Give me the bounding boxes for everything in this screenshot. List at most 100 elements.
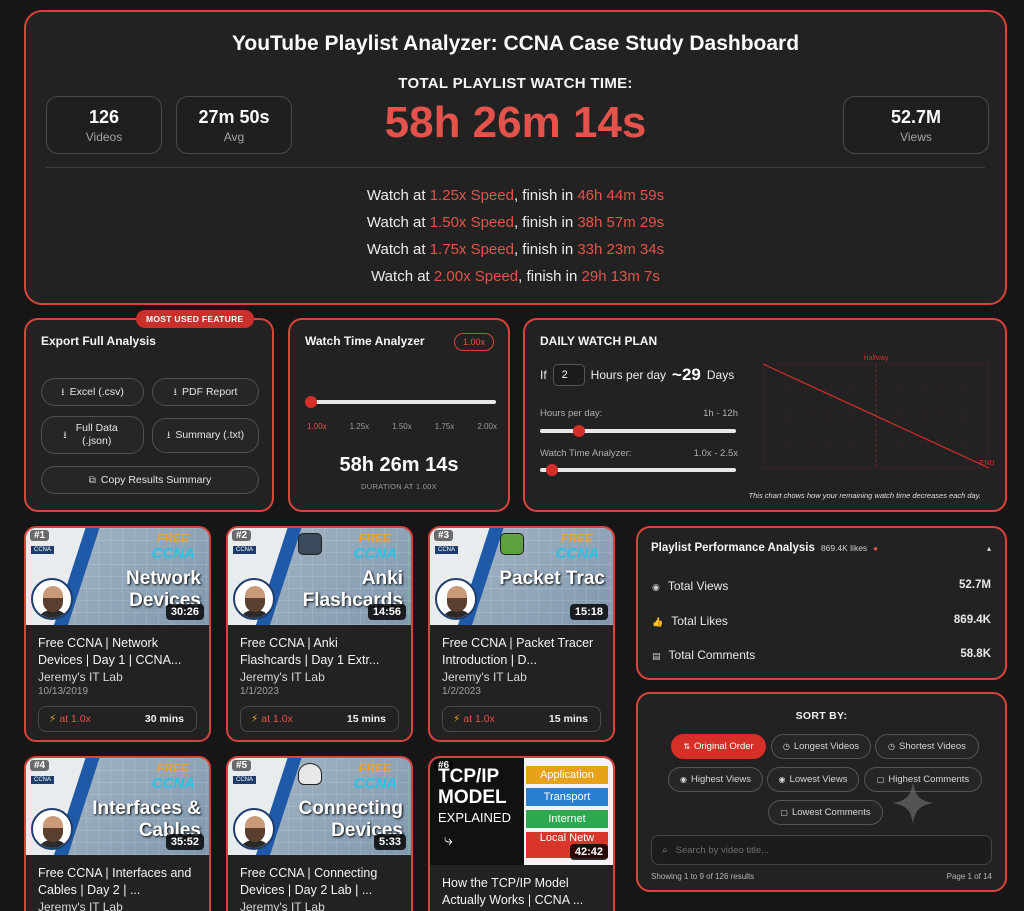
sort-card: SORT BY: ⇅ Original Order ◷ Longest Videos… (636, 692, 1007, 892)
video-title[interactable]: Free CCNA | Network Devices | Day 1 | CC… (38, 636, 182, 667)
plan-speed-slider-handle[interactable] (545, 464, 558, 476)
video-duration: 30:26 (165, 604, 204, 620)
hours-per-day-input[interactable]: 2 (552, 364, 585, 386)
video-card[interactable]: #2 CCNA FREE CCNA Anki Flashcards 14:56 … (226, 526, 413, 742)
avatar (233, 578, 275, 620)
export-pdf-button[interactable]: ⭳ PDF Report (152, 378, 259, 406)
ccna-tag: CCNA (435, 546, 459, 554)
avatar (435, 578, 477, 620)
views-stat: 52.7M Views (843, 96, 989, 154)
results-count: Showing 1 to 9 of 126 results (651, 872, 755, 881)
video-thumbnail[interactable]: #1 CCNA FREE CCNA Network Devices 30:26 (26, 528, 209, 625)
avatar (31, 578, 73, 620)
collapse-caret-icon[interactable]: ▴ (986, 543, 991, 553)
video-date: 10/13/2019 (38, 686, 89, 697)
avg-duration: 27m 50s (198, 107, 270, 127)
export-title: Export Full Analysis (41, 334, 156, 348)
layer-transport: Transport (526, 788, 608, 806)
video-watch-info: ⚡ at 1.0x 15 mins (240, 706, 399, 732)
eye-icon: ◉ (679, 775, 687, 784)
video-minutes: 15 mins (548, 713, 588, 725)
video-rank: #5 (232, 760, 252, 771)
hours-slider[interactable] (540, 429, 736, 433)
end-label: END (980, 460, 995, 467)
video-thumbnail[interactable]: #3 CCNA FREE CCNA Packet Trac 15:18 (430, 528, 613, 625)
videos-count: 126 (88, 107, 120, 127)
watch-time-analyzer-card: Watch Time Analyzer 1.00x 1.00x 1.25x 1.… (288, 318, 510, 512)
thumb-free-text: FREE (156, 761, 189, 775)
thumb-ccna-text: CCNA (151, 775, 195, 792)
video-card[interactable]: #1 CCNA FREE CCNA Network Devices 30:26 … (24, 526, 211, 742)
tick-label: 1.00x (307, 422, 327, 431)
performance-header[interactable]: Playlist Performance Analysis 869.4K lik… (651, 542, 991, 554)
thumb-title: TCP/IP MODEL (438, 766, 507, 808)
results-footer: Showing 1 to 9 of 126 results Page 1 of … (651, 872, 992, 881)
video-thumbnail[interactable]: #6 TCP/IP MODEL EXPLAINED ⤷ Application … (430, 758, 613, 865)
analyzer-title: Watch Time Analyzer (305, 334, 425, 348)
speed-tick-labels: 1.00x 1.25x 1.50x 1.75x 2.00x (307, 422, 497, 431)
copy-results-button[interactable]: ⧉ Copy Results Summary (41, 466, 259, 494)
export-json-button[interactable]: ⭳ Full Data (.json) (41, 416, 144, 454)
thumb-free-text: FREE (560, 531, 593, 545)
video-title[interactable]: How the TCP/IP Model Actually Works | CC… (442, 876, 584, 907)
download-icon: ⭳ (63, 429, 67, 441)
speed-line: Watch at 1.75x Speed, finish in 33h 23m … (366, 241, 665, 258)
sort-lowest-views[interactable]: ◉ Lowest Views (767, 767, 859, 792)
search-box[interactable]: ⌕ (651, 835, 992, 865)
video-rank: #4 (30, 760, 50, 771)
sort-original-order[interactable]: ⇅ Original Order (671, 734, 766, 759)
video-title[interactable]: Free CCNA | Packet Tracer Introduction |… (442, 636, 594, 667)
speed-line: Watch at 2.00x Speed, finish in 29h 13m … (371, 268, 660, 285)
tick-label: 1.75x (434, 422, 455, 431)
thumb-free-text: FREE (156, 531, 189, 545)
avg-stat: 27m 50s Avg (176, 96, 292, 154)
page-title: YouTube Playlist Analyzer: CCNA Case Stu… (231, 32, 800, 55)
anki-logo-icon (298, 533, 322, 555)
video-thumbnail[interactable]: #4 CCNA FREE CCNA Interfaces & Cables 35… (26, 758, 209, 855)
video-card[interactable]: #6 TCP/IP MODEL EXPLAINED ⤷ Application … (428, 756, 615, 911)
video-card[interactable]: #5 CCNA FREE CCNA Connecting Devices 5:3… (226, 756, 413, 911)
sort-highest-comments[interactable]: ▢ Highest Comments (864, 767, 982, 792)
search-input[interactable] (675, 844, 976, 856)
video-thumbnail[interactable]: #2 CCNA FREE CCNA Anki Flashcards 14:56 (228, 528, 411, 625)
thumb-free-text: FREE (358, 761, 391, 775)
halfway-label: Halfway (864, 355, 889, 362)
video-speed: at 1.0x (463, 713, 495, 725)
days-label: Days (706, 368, 735, 382)
flask-icon (298, 763, 322, 785)
clock-icon: ◷ (888, 742, 896, 751)
download-icon: ⭳ (173, 386, 178, 398)
video-card[interactable]: #4 CCNA FREE CCNA Interfaces & Cables 35… (24, 756, 211, 911)
sort-lowest-comments[interactable]: ▢ Lowest Comments (768, 800, 883, 825)
comment-icon: ▢ (780, 808, 788, 817)
video-title[interactable]: Free CCNA | Interfaces and Cables | Day … (38, 866, 192, 897)
likes-note: 869.4K likes (820, 543, 868, 553)
eye-icon: ◉ (652, 582, 660, 592)
ccna-tag: CCNA (31, 776, 55, 784)
export-summary-button[interactable]: ⭳ Summary (.txt) (152, 418, 259, 453)
total-watch-time-label: TOTAL PLAYLIST WATCH TIME: (398, 75, 633, 92)
sort-highest-views[interactable]: ◉ Highest Views (668, 767, 763, 792)
video-thumbnail[interactable]: #5 CCNA FREE CCNA Connecting Devices 5:3… (228, 758, 411, 855)
video-title[interactable]: Free CCNA | Connecting Devices | Day 2 L… (240, 866, 378, 897)
download-icon: ⭳ (61, 386, 65, 398)
plan-speed-slider[interactable] (540, 468, 736, 472)
export-card: MOST USED FEATURE Export Full Analysis ⭳… (24, 310, 274, 512)
video-duration: 5:33 (373, 834, 406, 850)
analyzer-time-value: 58h 26m 14s (339, 454, 459, 476)
videos-stat: 126 Videos (46, 96, 162, 154)
video-title[interactable]: Free CCNA | Anki Flashcards | Day 1 Extr… (240, 636, 380, 667)
sort-shortest[interactable]: ◷ Shortest Videos (875, 734, 979, 759)
speed-slider[interactable] (311, 400, 496, 404)
video-speed: at 1.0x (261, 713, 293, 725)
export-csv-button[interactable]: ⭳ Excel (.csv) (41, 378, 144, 406)
hours-slider-handle[interactable] (573, 425, 586, 437)
bolt-icon: ⚡ (49, 713, 57, 725)
speed-slider-handle[interactable] (305, 396, 317, 408)
sort-longest[interactable]: ◷ Longest Videos (771, 734, 871, 759)
views-count: 52.7M (890, 107, 942, 127)
tick-label: 1.50x (392, 422, 412, 431)
sparkle-icon (892, 782, 934, 824)
ccna-tag: CCNA (31, 546, 55, 554)
video-card[interactable]: #3 CCNA FREE CCNA Packet Trac 15:18 Free… (428, 526, 615, 742)
